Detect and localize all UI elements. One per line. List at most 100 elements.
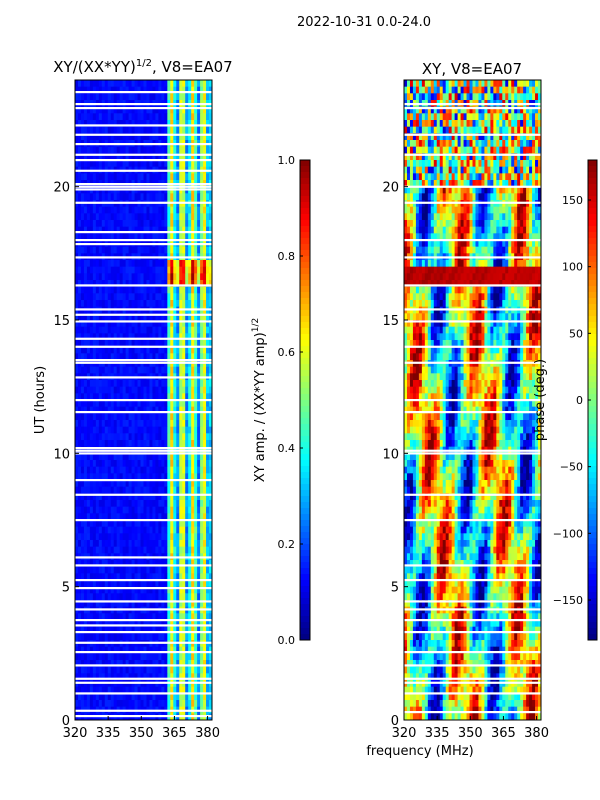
amp-flag-gap	[75, 564, 212, 567]
amp-cell	[188, 486, 192, 494]
amp-cell	[143, 153, 147, 161]
amp-cell	[179, 546, 183, 554]
amp-cell	[128, 393, 132, 401]
amp-cell	[110, 286, 115, 294]
amp-cell	[122, 420, 127, 428]
amp-cell	[200, 653, 204, 661]
amp-cell	[116, 173, 121, 181]
amp-cell	[119, 280, 124, 288]
amp-cell	[89, 193, 94, 201]
amp-colorbar-swatch	[300, 628, 310, 635]
phase-cell	[520, 80, 524, 88]
amp-cell	[125, 320, 130, 328]
amp-cell	[188, 700, 192, 708]
amp-cell	[155, 526, 159, 534]
amp-cell	[104, 546, 109, 554]
amp-cell	[197, 120, 201, 128]
amp-cell	[155, 520, 159, 528]
amp-cell	[167, 520, 171, 528]
amp-cell	[113, 400, 118, 408]
amp-cell	[128, 653, 132, 661]
amp-cell	[161, 500, 165, 508]
amp-cell	[176, 333, 180, 341]
amp-cell	[131, 233, 135, 241]
amp-cell	[149, 313, 153, 321]
amp-cell	[179, 540, 183, 548]
amp-cell	[89, 453, 94, 461]
amp-cell	[164, 260, 168, 268]
amp-cell	[152, 540, 156, 548]
phase-cell	[490, 86, 494, 94]
amp-cell	[86, 420, 91, 428]
amp-cell	[104, 466, 109, 474]
amp-cell	[206, 233, 210, 241]
amp-cell	[146, 426, 150, 434]
amp-cell	[137, 146, 141, 154]
amp-cell	[92, 153, 97, 161]
amp-cell	[95, 526, 100, 534]
amp-cell	[86, 626, 91, 634]
amp-cell	[176, 560, 180, 568]
amp-cell	[194, 93, 198, 101]
amp-cell	[77, 280, 82, 288]
amp-cell	[95, 580, 100, 588]
phase-cell	[523, 120, 527, 128]
amp-cell	[173, 620, 177, 628]
amp-cell	[83, 620, 88, 628]
amp-cell	[134, 486, 138, 494]
amp-cell	[170, 440, 174, 448]
amp-cell	[98, 593, 103, 601]
amp-cell	[197, 213, 201, 221]
amp-cell	[77, 653, 82, 661]
amp-cell	[122, 246, 127, 254]
phase-cell	[478, 133, 482, 141]
amp-cell	[75, 660, 79, 668]
phase-cell	[520, 113, 524, 121]
amp-cell	[80, 420, 85, 428]
amp-cell	[122, 406, 127, 414]
amp-cell	[170, 160, 174, 168]
amp-cell	[122, 120, 127, 128]
amp-cell	[140, 120, 144, 128]
amp-cell	[170, 600, 174, 608]
amp-cell	[158, 506, 162, 514]
amp-colorbar-swatch	[300, 490, 310, 497]
amp-cell	[116, 493, 121, 501]
amp-cell	[146, 293, 150, 301]
amp-cell	[122, 560, 127, 568]
amp-cell	[125, 686, 130, 694]
amp-cell	[89, 673, 94, 681]
amp-cell	[86, 440, 91, 448]
amp-cell	[119, 573, 124, 581]
amp-cell	[170, 266, 174, 274]
amp-cell	[101, 540, 106, 548]
amp-cell	[77, 560, 82, 568]
amp-cell	[122, 93, 127, 101]
phase-cell	[511, 86, 515, 94]
amp-cell	[86, 526, 91, 534]
amp-cell	[140, 440, 144, 448]
amp-cell	[107, 213, 112, 221]
amp-cell	[116, 633, 121, 641]
amp-cell	[80, 540, 85, 548]
amp-cell	[152, 620, 156, 628]
phase-cell	[532, 120, 536, 128]
amp-cell	[86, 126, 91, 134]
amp-cell	[152, 453, 156, 461]
amp-cell	[167, 686, 171, 694]
amp-cell	[158, 426, 162, 434]
amp-cell	[95, 333, 100, 341]
amp-cell	[164, 626, 168, 634]
amp-cell	[80, 460, 85, 468]
amp-cell	[107, 266, 112, 274]
amp-cell	[75, 460, 79, 468]
amp-cell	[125, 220, 130, 228]
amp-cell	[119, 493, 124, 501]
amp-cell	[122, 266, 127, 274]
amp-cell	[122, 653, 127, 661]
amp-cell	[113, 266, 118, 274]
amp-cell	[137, 460, 141, 468]
phase-cell	[448, 126, 453, 134]
amp-cell	[182, 173, 186, 181]
amp-cell	[146, 560, 150, 568]
